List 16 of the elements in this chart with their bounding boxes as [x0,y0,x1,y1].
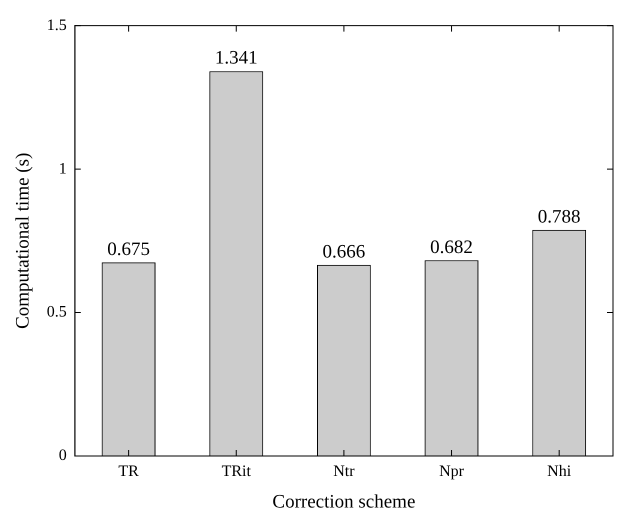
y-tick-label: 0.5 [46,304,67,321]
y-axis-title: Computational time (s) [12,152,34,329]
y-tick-label: 0 [58,447,67,464]
data-label: 0.682 [430,236,473,258]
x-axis-title: Correction scheme [272,492,416,513]
y-tick-label: 1 [58,160,67,178]
y-tick-label: 1.5 [46,16,67,34]
x-tick-label: TRit [222,462,252,480]
data-label: 0.666 [322,241,366,262]
x-tick-label: Ntr [333,462,356,480]
x-tick-label: Npr [439,462,465,480]
data-label: 0.675 [107,238,150,260]
x-tick-label: TR [118,462,140,480]
data-label: 0.788 [538,206,581,228]
x-tick-label: Nhi [547,462,572,480]
data-label: 1.341 [214,48,258,69]
